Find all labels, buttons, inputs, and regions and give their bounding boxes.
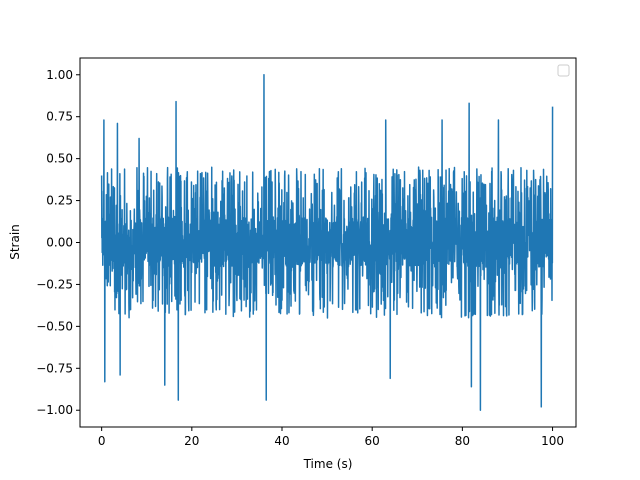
y-tick-label: −0.25 [36,277,73,291]
x-tick-label: 100 [541,434,564,448]
x-tick-label: 80 [455,434,470,448]
y-tick-label: −0.75 [36,361,73,375]
y-tick-label: −0.50 [36,319,73,333]
x-tick-label: 60 [365,434,380,448]
x-axis-label: Time (s) [303,457,353,471]
y-tick-label: 0.50 [46,152,73,166]
y-axis-label: Strain [8,224,22,260]
y-axis: −1.00 −0.75 −0.50 −0.25 0.00 0.25 0.50 0.75 1.00 [36,68,80,417]
legend-box [557,64,570,77]
y-tick-label: −1.00 [36,403,73,417]
y-tick-label: 1.00 [46,68,73,82]
y-tick-label: 0.25 [46,194,73,208]
x-tick-label: 20 [184,434,199,448]
y-tick-label: 0.00 [46,236,73,250]
x-axis: 0 20 40 60 80 100 [98,427,564,448]
series-layer [100,74,554,411]
x-tick-label: 0 [98,434,106,448]
x-tick-label: 40 [274,434,289,448]
series-line [100,74,554,411]
y-tick-label: 0.75 [46,110,73,124]
